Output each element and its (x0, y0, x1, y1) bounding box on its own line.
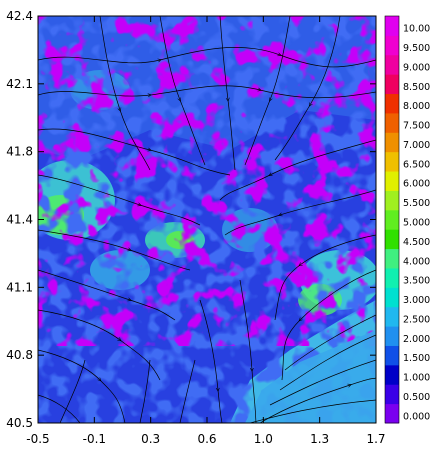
field-texture-magenta (38, 16, 376, 346)
colorbar-label: 0.500 (403, 392, 430, 403)
colorbar-swatch (385, 54, 399, 75)
x-tick-label: 1.7 (366, 432, 385, 446)
y-tick-label: 42.1 (6, 77, 33, 91)
colorbar-label: 2.500 (403, 314, 430, 325)
colorbar-label: 3.500 (403, 276, 430, 287)
colorbar-swatch (385, 306, 399, 327)
colorbar-label: 0.000 (403, 411, 430, 422)
colorbar-swatch (385, 287, 399, 308)
colorbar-label: 4.000 (403, 256, 430, 267)
colorbar-swatch (385, 229, 399, 250)
colorbar-swatch (385, 171, 399, 191)
colorbar-swatch (385, 35, 399, 56)
colorbar: 0.000 0.500 1.000 1.500 2.000 2.500 3.000 3.500… (384, 15, 430, 424)
y-tick-label: 41.1 (6, 280, 33, 294)
y-tick-label: 40.8 (6, 348, 33, 362)
colorbar-swatch (385, 93, 399, 114)
colorbar-label: 8.500 (403, 82, 430, 93)
colorbar-swatch (385, 74, 399, 95)
colorbar-swatch (385, 132, 399, 153)
colorbar-label: 6.500 (403, 159, 430, 170)
colorbar-label: 7.000 (403, 140, 430, 151)
colorbar-frame (384, 15, 400, 424)
heatmap-field (38, 16, 376, 423)
colorbar-label: 4.500 (403, 237, 430, 248)
colorbar-label: 9.000 (403, 62, 430, 73)
colorbar-swatch (385, 267, 399, 288)
y-tick-label: 40.5 (6, 416, 33, 430)
colorbar-swatch (385, 345, 399, 366)
colorbar-swatch (385, 384, 399, 405)
y-axis: 40.5 40.8 41.1 41.4 41.8 42.1 42.4 (6, 9, 376, 430)
colorbar-label: 5.500 (403, 198, 430, 209)
x-tick-label: 0.6 (197, 432, 216, 446)
colorbar-label: 1.500 (403, 353, 430, 364)
y-tick-label: 41.4 (6, 213, 33, 227)
streamlines (38, 16, 376, 423)
colorbar-label: 7.500 (403, 121, 430, 132)
x-tick-label: -0.1 (83, 432, 106, 446)
colorbar-swatch (385, 248, 399, 269)
colorbar-swatch (385, 151, 399, 172)
colorbar-label: 3.000 (403, 295, 430, 306)
colorbar-label: 9.500 (403, 43, 430, 54)
colorbar-label: 5.000 (403, 218, 430, 229)
x-tick-label: 1.0 (254, 432, 273, 446)
x-tick-label: 0.3 (141, 432, 160, 446)
colorbar-label: 8.000 (403, 101, 430, 112)
colorbar-label: 2.000 (403, 334, 430, 345)
colorbar-label: 10.00 (403, 24, 430, 35)
colorbar-swatch (385, 364, 399, 385)
colorbar-swatch (385, 16, 399, 36)
x-tick-label: 1.3 (310, 432, 329, 446)
colorbar-swatch (385, 403, 399, 424)
y-tick-label: 41.8 (6, 145, 33, 159)
colorbar-swatch (385, 190, 399, 211)
colorbar-label: 1.000 (403, 373, 430, 384)
x-tick-label: -0.5 (26, 432, 49, 446)
colorbar-swatch (385, 326, 399, 346)
y-tick-label: 42.4 (6, 9, 33, 23)
colorbar-label: 6.000 (403, 179, 430, 190)
colorbar-swatch (385, 209, 399, 230)
colorbar-swatch (385, 112, 399, 133)
x-axis: -0.5 -0.1 0.3 0.6 1.0 1.3 1.7 (26, 16, 386, 446)
